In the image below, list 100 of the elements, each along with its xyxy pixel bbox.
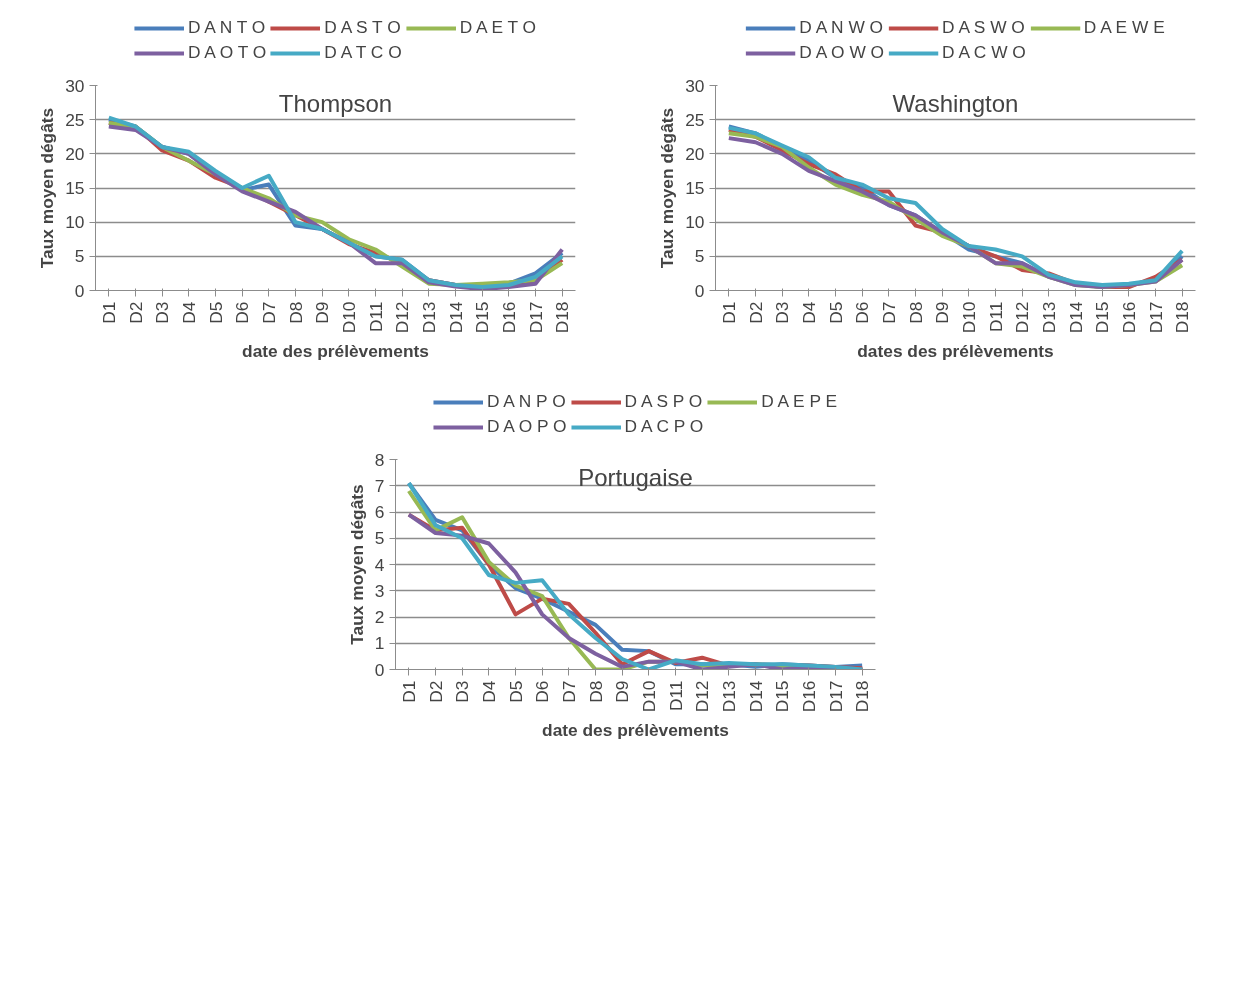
x-tick-label: D4 — [178, 301, 199, 324]
y-tick-label: 1 — [374, 633, 385, 654]
y-tick-label: 10 — [685, 212, 705, 233]
legend-label: D A O T O — [187, 42, 267, 63]
chart-title: Thompson — [278, 89, 393, 117]
x-tick-label: D1 — [398, 680, 419, 703]
x-tick-label: D18 — [552, 301, 573, 334]
y-axis-title: Taux moyen dégâts — [346, 484, 367, 645]
x-tick-label: D15 — [772, 680, 793, 713]
legend-label: D A T C O — [324, 42, 402, 63]
legend-label: D A N T O — [187, 17, 266, 38]
x-tick-label: D17 — [1145, 301, 1166, 334]
legend-label: D A E P E — [761, 391, 838, 412]
x-tick-label: D5 — [205, 301, 226, 324]
x-tick-label: D17 — [825, 680, 846, 713]
x-tick-label: D15 — [1092, 301, 1113, 334]
x-tick-label: D7 — [258, 301, 279, 324]
legend-label: D A C P O — [624, 416, 704, 437]
x-tick-label: D7 — [558, 680, 579, 703]
x-axis-title: date des prélèvements — [542, 720, 729, 741]
x-tick-label: D9 — [312, 301, 333, 324]
x-tick-label: D13 — [1038, 301, 1059, 334]
y-tick-label: 2 — [374, 607, 385, 627]
legend-label: D A N W O — [799, 17, 884, 38]
legend-label: D A O P O — [486, 416, 567, 437]
x-tick-label: D4 — [478, 680, 499, 703]
x-tick-label: D8 — [905, 301, 926, 324]
x-tick-label: D6 — [532, 680, 553, 703]
x-tick-label: D6 — [232, 301, 253, 324]
x-tick-label: D10 — [958, 301, 979, 334]
chart-title: Washington — [892, 89, 1019, 117]
x-tick-label: D18 — [1172, 301, 1193, 334]
x-tick-label: D5 — [505, 680, 526, 703]
x-tick-label: D11 — [365, 301, 386, 332]
x-tick-label: D12 — [692, 680, 713, 713]
y-tick-label: 6 — [374, 502, 385, 522]
y-tick-label: 4 — [374, 554, 385, 575]
x-tick-label: D2 — [425, 680, 446, 703]
x-tick-label: D13 — [418, 301, 439, 334]
x-tick-label: D14 — [745, 680, 766, 713]
y-tick-label: 20 — [65, 143, 85, 164]
y-tick-label: 15 — [685, 178, 705, 198]
x-axis-title: date des prélèvements — [242, 341, 429, 362]
legend-label: D A O W O — [799, 42, 885, 63]
y-tick-label: 15 — [65, 178, 85, 198]
x-tick-label: D6 — [852, 301, 873, 324]
y-tick-label: 10 — [65, 212, 85, 233]
y-tick-label: 5 — [694, 246, 705, 267]
y-tick-label: 5 — [374, 528, 385, 549]
y-axis-title: Taux moyen dégâts — [657, 107, 678, 269]
x-tick-label: D10 — [638, 680, 659, 713]
x-tick-label: D15 — [472, 301, 493, 334]
y-tick-label: 3 — [374, 580, 385, 601]
y-tick-label: 5 — [74, 246, 85, 267]
x-tick-label: D11 — [985, 301, 1006, 332]
x-tick-label: D17 — [525, 301, 546, 334]
x-tick-label: D16 — [498, 301, 519, 334]
x-tick-label: D9 — [612, 680, 633, 703]
legend-label: D A S P O — [624, 391, 703, 412]
y-tick-label: 0 — [374, 659, 385, 680]
x-tick-label: D5 — [825, 301, 846, 324]
x-tick-label: D8 — [285, 301, 306, 324]
y-tick-label: 25 — [685, 109, 705, 130]
x-tick-label: D3 — [772, 301, 793, 324]
x-tick-label: D12 — [1012, 301, 1033, 334]
legend-label: D A S T O — [324, 17, 401, 38]
legend-label: D A C W O — [942, 42, 1026, 63]
y-axis-title: Taux moyen dégâts — [37, 107, 58, 269]
legend-label: D A E W E — [1083, 17, 1165, 38]
y-tick-label: 0 — [694, 280, 705, 301]
x-tick-label: D4 — [798, 301, 819, 324]
x-tick-label: D16 — [1118, 301, 1139, 334]
x-tick-label: D13 — [718, 680, 739, 713]
x-tick-label: D10 — [338, 301, 359, 334]
y-tick-label: 8 — [374, 449, 385, 470]
x-tick-label: D8 — [585, 680, 606, 703]
y-tick-label: 25 — [65, 109, 85, 130]
x-tick-label: D3 — [452, 680, 473, 703]
x-tick-label: D2 — [745, 301, 766, 324]
x-tick-label: D1 — [718, 301, 739, 324]
x-tick-label: D3 — [152, 301, 173, 324]
y-tick-label: 30 — [685, 75, 705, 96]
legend-label: D A N P O — [486, 391, 566, 412]
chart-title: Portugaise — [578, 463, 693, 491]
x-tick-label: D1 — [98, 301, 119, 324]
x-tick-label: D7 — [878, 301, 899, 324]
y-tick-label: 30 — [65, 75, 85, 96]
x-tick-label: D14 — [445, 301, 466, 334]
x-tick-label: D16 — [798, 680, 819, 713]
x-tick-label: D12 — [392, 301, 413, 334]
x-tick-label: D18 — [852, 680, 873, 713]
x-tick-label: D14 — [1065, 301, 1086, 334]
y-tick-label: 20 — [685, 143, 705, 164]
x-axis-title: dates des prélèvements — [857, 341, 1054, 362]
x-tick-label: D2 — [125, 301, 146, 324]
y-tick-label: 0 — [74, 280, 85, 301]
x-tick-label: D9 — [932, 301, 953, 324]
y-tick-label: 7 — [374, 475, 385, 496]
x-tick-label: D11 — [665, 680, 686, 711]
legend-label: D A S W O — [942, 17, 1025, 38]
